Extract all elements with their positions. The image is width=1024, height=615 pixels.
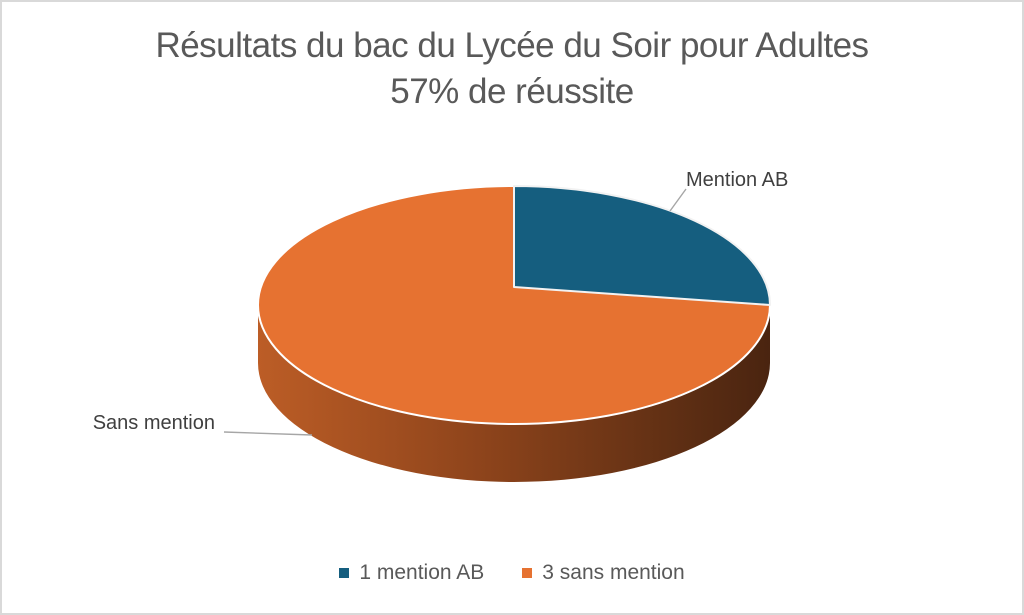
legend-item-sans-mention: 3 sans mention [522, 561, 685, 584]
legend-label-mention-ab: 1 mention AB [359, 561, 485, 584]
leader-line-sans-mention [223, 431, 313, 436]
legend-item-mention-ab: 1 mention AB [339, 562, 484, 584]
data-label-sans-mention: Sans mention [92, 412, 215, 434]
legend-label-sans-mention: 3 sans mention [542, 561, 685, 584]
chart-legend: 1 mention AB 3 sans mention [2, 562, 1022, 584]
chart-title-line1: Résultats du bac du Lycée du Soir pour A… [155, 26, 869, 65]
chart-title-line2: 57% de réussite [390, 72, 634, 111]
legend-swatch-mention-ab [339, 568, 350, 578]
pie-slice-mention-ab [513, 185, 771, 306]
pie-side-wall [258, 305, 770, 482]
legend-swatch-sans-mention [522, 568, 533, 578]
leader-line-mention-ab [669, 188, 687, 212]
data-label-mention-ab: Mention AB [686, 169, 789, 191]
chart-title: Résultats du bac du Lycée du Soir pour A… [2, 23, 1022, 115]
